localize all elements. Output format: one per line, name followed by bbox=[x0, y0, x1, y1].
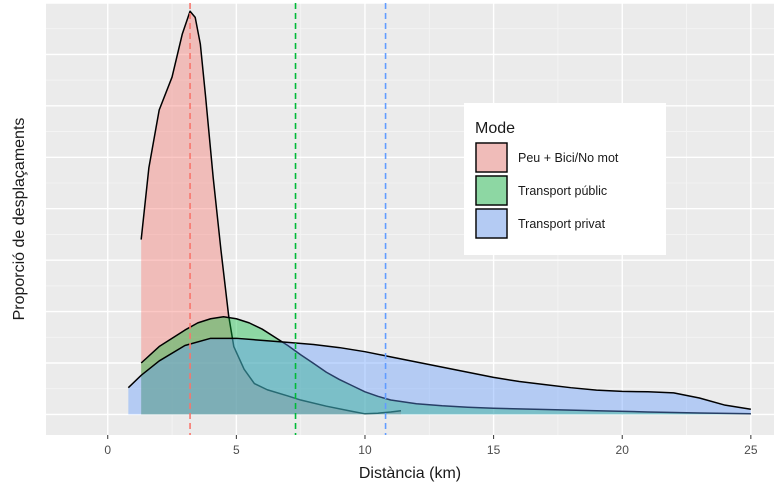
legend-label-transport-privat: Transport privat bbox=[518, 217, 606, 231]
grid-minor bbox=[46, 3, 774, 435]
legend-key-bg bbox=[475, 175, 508, 206]
x-tick-label: 10 bbox=[358, 443, 372, 457]
legend-key-transport-privat bbox=[475, 208, 508, 239]
x-tick-label: 5 bbox=[233, 443, 240, 457]
x-axis: 0 5 10 15 20 25 bbox=[104, 435, 758, 457]
density-areas bbox=[127, 10, 751, 415]
x-tick-label: 20 bbox=[616, 443, 630, 457]
legend: Mode Peu + Bici/No mot Transport públic Tr… bbox=[464, 103, 666, 255]
x-tick-label: 15 bbox=[487, 443, 501, 457]
legend-key-transport-public bbox=[475, 175, 508, 206]
x-tick-label: 0 bbox=[104, 443, 111, 457]
y-axis-title: Proporció de desplaçaments bbox=[11, 118, 28, 321]
legend-items: Peu + Bici/No mot Transport públic Transpo… bbox=[475, 142, 619, 239]
mean-lines bbox=[189, 3, 387, 435]
density-area-transport-public bbox=[141, 316, 751, 415]
legend-key-peu-bici-no-mot bbox=[475, 142, 508, 173]
grid-major bbox=[46, 2, 774, 435]
x-tick-label: 25 bbox=[744, 443, 758, 457]
density-curve-peu-bici-no-mot bbox=[140, 10, 402, 415]
x-axis-title: Distància (km) bbox=[359, 465, 461, 482]
legend-key-bg bbox=[475, 208, 508, 239]
density-area-peu-bici-no-mot bbox=[141, 11, 401, 415]
legend-key-bg bbox=[475, 142, 508, 173]
legend-label-peu-bici-no-mot: Peu + Bici/No mot bbox=[518, 151, 619, 165]
legend-title: Mode bbox=[475, 120, 515, 137]
density-curve-transport-public bbox=[140, 315, 751, 415]
density-area-transport-privat bbox=[128, 338, 751, 415]
legend-label-transport-public: Transport públic bbox=[518, 184, 607, 198]
density-curve-transport-privat bbox=[127, 337, 751, 411]
